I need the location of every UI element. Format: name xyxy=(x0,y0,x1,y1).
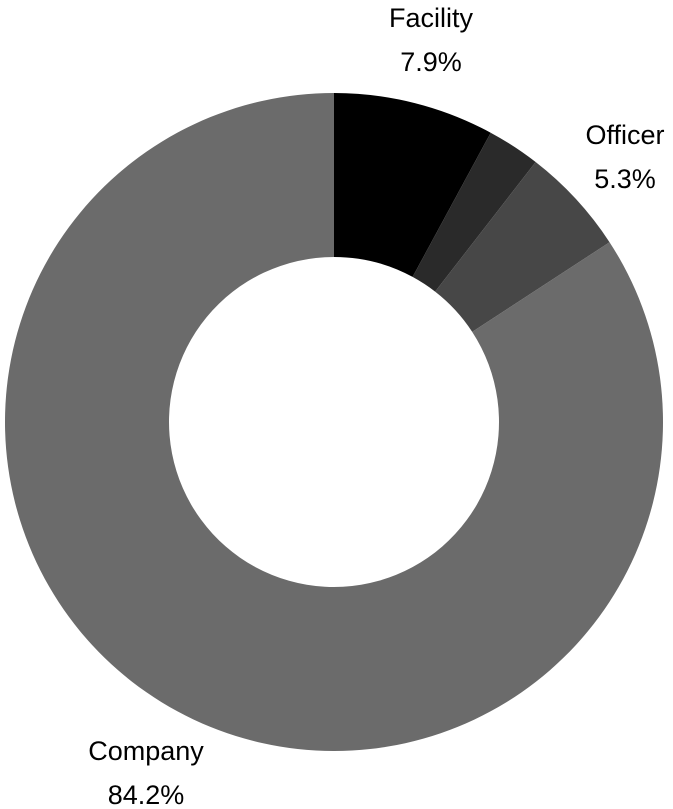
slice-percent-officer: 5.3% xyxy=(594,164,656,194)
slice-percent-company: 84.2% xyxy=(108,780,185,809)
donut-slice-unlabeled-1 xyxy=(412,132,536,292)
slice-label-company: Company xyxy=(88,736,204,766)
donut-slice-company xyxy=(5,93,663,752)
donut-slices xyxy=(5,93,663,752)
donut-slice-facility xyxy=(334,93,491,277)
donut-slice-officer xyxy=(435,162,610,332)
slice-percent-facility: 7.9% xyxy=(400,47,462,77)
slice-label-officer: Officer xyxy=(585,120,664,150)
slice-label-facility: Facility xyxy=(389,3,474,33)
